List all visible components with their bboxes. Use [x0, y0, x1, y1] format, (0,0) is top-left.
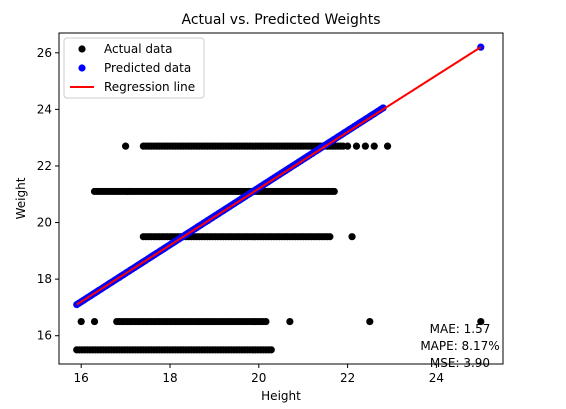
chart-axes: 16 18 20 22 24 16 18 20 22 24 26: [37, 46, 444, 385]
actual-data-point: [352, 142, 361, 150]
metric-mae: MAE: 1.57: [430, 322, 491, 336]
actual-data-point: [370, 142, 378, 150]
chart-marks: [73, 43, 485, 354]
actual-data-point: [77, 317, 85, 326]
actual-data-point: [122, 142, 130, 150]
chart-legend: Actual data Predicted data Regression li…: [63, 37, 205, 99]
regression-line: [76, 46, 482, 306]
metric-mape: MAPE: 8.17%: [420, 339, 499, 353]
y-tick-label: 26: [37, 46, 52, 60]
y-tick-label: 24: [37, 102, 52, 116]
x-tick-label: 18: [162, 371, 177, 385]
actual-data-point: [348, 233, 356, 241]
x-tick-label: 22: [340, 371, 355, 385]
y-tick-label: 16: [37, 329, 52, 343]
actual-data-point: [267, 346, 275, 354]
x-axis-label: Height: [261, 389, 301, 403]
y-axis-label: Weight: [14, 177, 28, 219]
legend-marker-actual: [78, 45, 86, 53]
legend-label-actual: Actual data: [104, 42, 172, 56]
actual-data-point: [326, 233, 334, 241]
actual-data-point: [90, 317, 99, 326]
actual-data-point: [366, 317, 374, 326]
actual-data-point: [383, 142, 392, 150]
legend-box: [63, 37, 205, 99]
chart-title: Actual vs. Predicted Weights: [181, 12, 380, 28]
x-tick-label: 16: [74, 371, 89, 385]
legend-label-predicted: Predicted data: [104, 61, 191, 75]
x-tick-label: 24: [429, 371, 444, 385]
actual-data-point: [477, 317, 485, 326]
x-tick-label: 20: [251, 371, 266, 385]
legend-label-regression: Regression line: [104, 80, 195, 94]
actual-data-point: [262, 317, 270, 326]
actual-data-point: [330, 187, 338, 196]
y-tick-label: 22: [37, 159, 52, 173]
y-tick-label: 18: [37, 272, 52, 286]
actual-data-point: [286, 317, 294, 326]
actual-data-point: [344, 142, 352, 150]
legend-marker-predicted: [78, 64, 86, 72]
y-tick-label: 20: [37, 216, 52, 230]
metric-mse: MSE: 3.90: [430, 356, 490, 370]
actual-data-point: [361, 142, 369, 150]
